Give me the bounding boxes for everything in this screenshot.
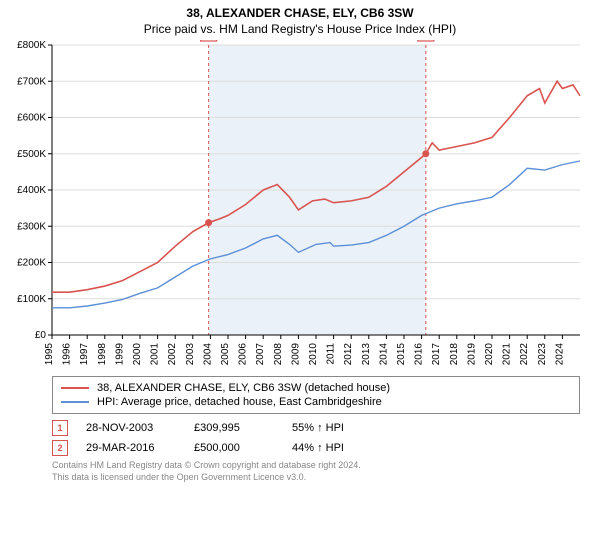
chart-title: 38, ALEXANDER CHASE, ELY, CB6 3SW: [0, 0, 600, 20]
legend-swatch: [61, 401, 89, 403]
svg-text:2023: 2023: [537, 343, 548, 366]
svg-text:£700K: £700K: [17, 76, 46, 87]
svg-text:1998: 1998: [97, 343, 108, 366]
legend-label: 38, ALEXANDER CHASE, ELY, CB6 3SW (detac…: [97, 382, 390, 394]
svg-text:2011: 2011: [326, 343, 337, 365]
legend-item: HPI: Average price, detached house, East…: [61, 395, 571, 409]
chart-subtitle: Price paid vs. HM Land Registry's House …: [0, 20, 600, 40]
svg-text:2007: 2007: [255, 343, 266, 366]
sale-row: 2 29-MAR-2016 £500,000 44% ↑ HPI: [52, 438, 580, 458]
svg-text:2012: 2012: [343, 343, 354, 366]
svg-text:£600K: £600K: [17, 113, 46, 124]
sale-marker: 2: [52, 440, 68, 456]
footer-line: Contains HM Land Registry data © Crown c…: [52, 460, 580, 472]
svg-text:£200K: £200K: [17, 258, 46, 269]
chart-plot: £0 £100K £200K £300K £400K £500K £600K £700K £80…: [0, 40, 600, 370]
svg-text:£300K: £300K: [17, 221, 46, 232]
sale-price: £500,000: [194, 442, 274, 454]
svg-text:2004: 2004: [202, 343, 213, 366]
svg-text:2017: 2017: [431, 343, 442, 366]
sale-list: 1 28-NOV-2003 £309,995 55% ↑ HPI 2 29-MA…: [52, 418, 580, 458]
svg-text:2016: 2016: [414, 343, 425, 366]
svg-text:1997: 1997: [79, 343, 90, 366]
svg-text:2019: 2019: [466, 343, 477, 366]
svg-text:2002: 2002: [167, 343, 178, 366]
sale-row: 1 28-NOV-2003 £309,995 55% ↑ HPI: [52, 418, 580, 438]
sale-date: 29-MAR-2016: [86, 442, 176, 454]
chart-svg: £0 £100K £200K £300K £400K £500K £600K £700K £80…: [0, 40, 600, 370]
svg-text:2015: 2015: [396, 343, 407, 366]
svg-text:2018: 2018: [449, 343, 460, 366]
svg-text:£100K: £100K: [17, 294, 46, 305]
svg-text:£400K: £400K: [17, 185, 46, 196]
legend-swatch: [61, 387, 89, 389]
svg-text:1995: 1995: [44, 343, 55, 366]
svg-text:2009: 2009: [290, 343, 301, 366]
sale-relation: 55% ↑ HPI: [292, 422, 344, 434]
sale-date: 28-NOV-2003: [86, 422, 176, 434]
svg-text:2013: 2013: [361, 343, 372, 366]
svg-text:2020: 2020: [484, 343, 495, 366]
sale-marker: 1: [52, 420, 68, 436]
svg-text:2022: 2022: [519, 343, 530, 366]
svg-text:£0: £0: [35, 330, 47, 341]
svg-text:1999: 1999: [114, 343, 125, 366]
footer: Contains HM Land Registry data © Crown c…: [52, 460, 580, 483]
svg-text:2000: 2000: [132, 343, 143, 366]
svg-text:£500K: £500K: [17, 149, 46, 160]
legend: 38, ALEXANDER CHASE, ELY, CB6 3SW (detac…: [52, 376, 580, 414]
svg-text:2014: 2014: [378, 343, 389, 366]
svg-text:2010: 2010: [308, 343, 319, 366]
svg-text:2008: 2008: [273, 343, 284, 366]
svg-text:2021: 2021: [502, 343, 513, 366]
sale-relation: 44% ↑ HPI: [292, 442, 344, 454]
chart-container: 38, ALEXANDER CHASE, ELY, CB6 3SW Price …: [0, 0, 600, 560]
legend-label: HPI: Average price, detached house, East…: [97, 396, 382, 408]
footer-line: This data is licensed under the Open Gov…: [52, 472, 580, 484]
svg-text:£800K: £800K: [17, 40, 46, 51]
sale-price: £309,995: [194, 422, 274, 434]
svg-text:2001: 2001: [150, 343, 161, 366]
legend-item: 38, ALEXANDER CHASE, ELY, CB6 3SW (detac…: [61, 381, 571, 395]
svg-text:2024: 2024: [554, 343, 565, 366]
svg-text:2006: 2006: [238, 343, 249, 366]
svg-text:1996: 1996: [62, 343, 73, 366]
svg-text:2005: 2005: [220, 343, 231, 366]
svg-text:2003: 2003: [185, 343, 196, 366]
